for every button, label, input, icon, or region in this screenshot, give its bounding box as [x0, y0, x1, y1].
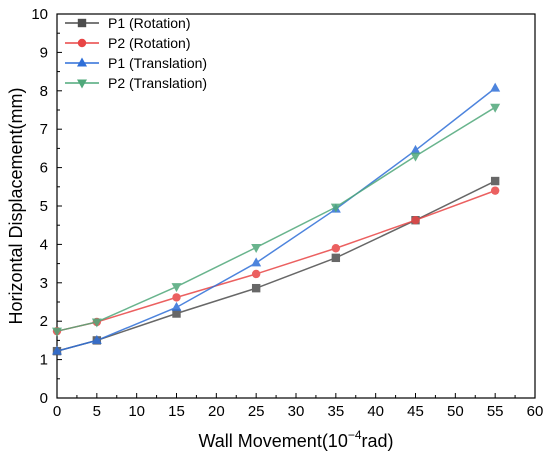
y-tick-label: 3	[40, 275, 48, 292]
series-line	[56, 180, 496, 352]
plot-frame	[56, 13, 536, 399]
x-axis-title-superscript: −4	[348, 428, 362, 442]
x-tick-label: 5	[93, 403, 101, 420]
data-point	[251, 269, 261, 279]
x-tick-label: 35	[327, 403, 344, 420]
data-point	[411, 216, 420, 225]
data-point	[330, 203, 341, 213]
x-tick-label: 30	[288, 403, 305, 420]
y-tick-label: 4	[40, 236, 48, 253]
y-tick-label: 5	[40, 198, 48, 215]
x-tick-label: 25	[248, 403, 265, 420]
x-tick-label: 10	[128, 403, 145, 420]
y-tick-label: 6	[40, 160, 48, 177]
data-point	[490, 186, 500, 195]
y-tick-label: 1	[40, 352, 48, 369]
y-tick-label: 7	[40, 121, 48, 138]
data-point	[251, 243, 262, 253]
legend-label: P2 (Translation)	[108, 75, 207, 91]
y-tick-label: 2	[40, 313, 48, 330]
series-2	[52, 186, 500, 336]
data-point	[410, 144, 421, 154]
data-point	[331, 244, 341, 253]
legend-marker	[77, 57, 87, 67]
series-line	[56, 87, 496, 352]
series-3	[52, 82, 501, 355]
x-tick-label: 45	[407, 403, 424, 420]
data-point	[171, 283, 182, 293]
data-point	[251, 257, 262, 267]
x-axis-title-main: Wall Movement(10	[198, 431, 347, 451]
x-tick-label: 50	[447, 403, 464, 420]
series-layer	[52, 82, 501, 356]
data-point	[171, 301, 182, 311]
series-4	[52, 103, 501, 337]
legend-item-4: P2 (Translation)	[65, 75, 207, 91]
data-point	[490, 82, 501, 92]
data-point	[172, 293, 181, 302]
series-line	[56, 106, 496, 332]
data-point	[52, 345, 62, 355]
y-tick-label: 9	[40, 44, 48, 61]
legend-label: P1 (Rotation)	[108, 15, 190, 31]
legend-marker	[77, 18, 87, 28]
y-tick-label: 8	[40, 83, 48, 100]
series-1	[52, 176, 500, 356]
data-point	[172, 309, 181, 318]
data-point	[91, 334, 102, 344]
legend: P1 (Rotation) P2 (Rotation) P1 (Translatio…	[65, 15, 207, 91]
x-axis-title-tail: rad)	[362, 431, 394, 451]
legend-item-2: P2 (Rotation)	[65, 35, 190, 51]
y-tick-label: 0	[40, 390, 48, 407]
legend-label: P1 (Translation)	[108, 55, 207, 71]
legend-item-3: P1 (Translation)	[65, 55, 207, 71]
x-tick-label: 60	[527, 403, 544, 420]
x-tick-label: 15	[168, 403, 185, 420]
data-point	[490, 103, 501, 113]
data-point	[490, 176, 500, 186]
y-tick-label: 10	[31, 6, 48, 23]
x-tick-label: 55	[487, 403, 504, 420]
data-point	[410, 152, 421, 162]
data-point	[251, 283, 261, 293]
data-point	[331, 253, 341, 263]
x-axis-title: Wall Movement(10−4rad)	[198, 428, 393, 451]
legend-label: P2 (Rotation)	[108, 35, 190, 51]
legend-marker	[77, 38, 87, 48]
x-tick-label: 40	[367, 403, 384, 420]
legend-item-1: P1 (Rotation)	[65, 15, 190, 31]
x-tick-label: 20	[208, 403, 225, 420]
legend-marker	[77, 79, 87, 89]
y-axis-title: Horizontal Displacement(mm)	[6, 87, 26, 324]
data-point	[91, 318, 102, 328]
data-point	[52, 327, 62, 337]
x-tick-label: 0	[53, 403, 61, 420]
